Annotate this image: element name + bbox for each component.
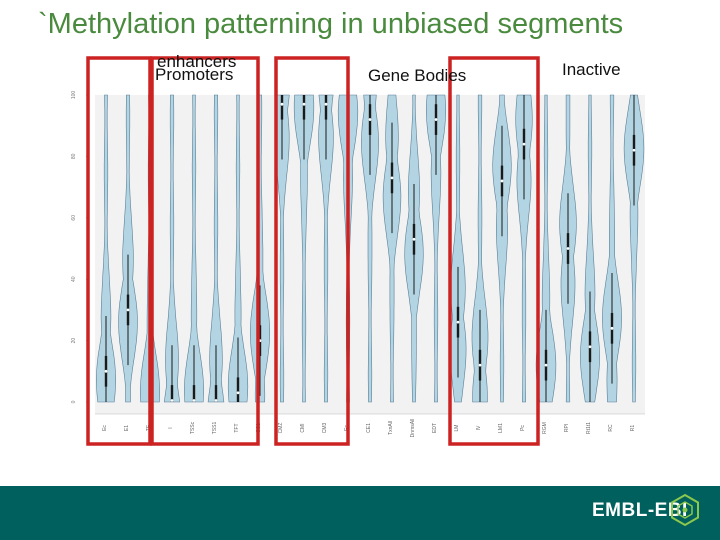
median-point-21 [566, 247, 570, 250]
median-point-23 [610, 326, 614, 330]
y-tick-label: 60 [71, 215, 77, 221]
median-point-6 [236, 391, 240, 395]
group-label-inactive: Inactive [562, 60, 621, 79]
box-4 [192, 385, 196, 402]
violin-20 [535, 94, 557, 403]
violin-9 [293, 94, 315, 403]
median-point-1 [126, 308, 130, 312]
x-tick-label-12: CE1 [366, 423, 372, 433]
box-8 [280, 95, 284, 120]
y-tick-label: 100 [71, 91, 77, 100]
x-tick-label-4: TSSc [190, 421, 196, 434]
highlight-box-enhancers [86, 56, 152, 446]
highlight-box-promoters [150, 56, 260, 446]
x-tick-label-21: RPI [564, 424, 570, 432]
violin-17 [471, 94, 489, 403]
footer-bar [0, 486, 720, 540]
violin-0 [95, 94, 117, 403]
x-tick-label-16: LM [454, 425, 460, 432]
median-point-3 [170, 399, 174, 402]
violin-15 [425, 94, 447, 403]
violin-23 [602, 94, 622, 403]
median-point-18 [500, 179, 504, 183]
median-point-19 [522, 142, 526, 146]
violin-4 [184, 94, 204, 403]
x-tick-label-14: DnmsAll [410, 419, 416, 438]
violin-24 [623, 94, 645, 403]
median-point-4 [192, 399, 196, 402]
median-point-13 [390, 176, 394, 180]
median-point-8 [280, 102, 284, 106]
median-point-12 [368, 118, 372, 121]
x-tick-label-19: Pc [520, 425, 526, 431]
box-3 [170, 385, 174, 402]
violin-22 [580, 94, 600, 403]
violin-12 [361, 94, 379, 403]
group-label-gene-bodies: Gene Bodies [368, 66, 467, 85]
median-point-9 [302, 102, 306, 106]
box-9 [302, 95, 306, 120]
x-tick-label-0: Ec [102, 425, 108, 431]
median-point-24 [632, 148, 636, 152]
embl-ebi-logo-icon [671, 493, 699, 527]
x-tick-label-9: CMI [300, 423, 306, 432]
highlight-box-gene-bodies [448, 56, 540, 446]
violin-13 [382, 94, 402, 403]
box-10 [324, 95, 328, 120]
x-tick-label-6: TFT [234, 423, 240, 432]
x-tick-label-20: RGM [542, 422, 548, 434]
x-tick-label-13: TxnAll [388, 421, 394, 435]
violin-1 [118, 94, 138, 403]
violin-10 [318, 94, 334, 403]
x-tick-label-5: TSS1 [212, 422, 218, 435]
median-point-5 [214, 399, 218, 402]
violin-3 [163, 94, 181, 403]
median-point-16 [456, 320, 460, 324]
x-tick-label-22: Rt1t1 [586, 422, 592, 434]
highlight-box-cg-islands [274, 56, 350, 446]
embl-ebi-logo-text: EMBL-EBI [592, 500, 688, 521]
violin-6 [227, 94, 249, 403]
violin-18 [492, 94, 512, 403]
x-tick-label-15: EDT [432, 423, 438, 433]
x-tick-label-24: R1 [630, 425, 636, 432]
violin-19 [515, 94, 533, 403]
y-tick-label: 80 [71, 153, 77, 159]
median-point-15 [434, 118, 438, 121]
y-tick-label: 40 [71, 276, 77, 282]
x-tick-label-10: CM3 [322, 423, 328, 434]
x-tick-label-17: IV [476, 425, 482, 430]
x-tick-label-8: CMZ [278, 423, 284, 434]
group-label-enhancers: enhancers [157, 52, 237, 71]
median-point-14 [412, 237, 416, 241]
y-tick-label: 20 [71, 338, 77, 344]
slide-title: `Methylation patterning in unbiased segm… [38, 8, 624, 40]
median-point-17 [478, 363, 482, 367]
y-tick-label: 0 [71, 400, 77, 403]
x-tick-label-3: I [168, 427, 174, 428]
x-tick-label-1: E1 [124, 425, 130, 431]
box-5 [214, 385, 218, 402]
median-point-0 [104, 369, 108, 373]
x-tick-label-18: LM1 [498, 423, 504, 433]
x-tick-label-23: RC [608, 424, 614, 432]
median-point-20 [544, 363, 548, 367]
violin-5 [207, 94, 225, 403]
group-label-promoters: Promoters [155, 65, 234, 84]
median-point-22 [588, 345, 592, 349]
median-point-10 [324, 102, 328, 106]
box-6 [236, 377, 240, 402]
